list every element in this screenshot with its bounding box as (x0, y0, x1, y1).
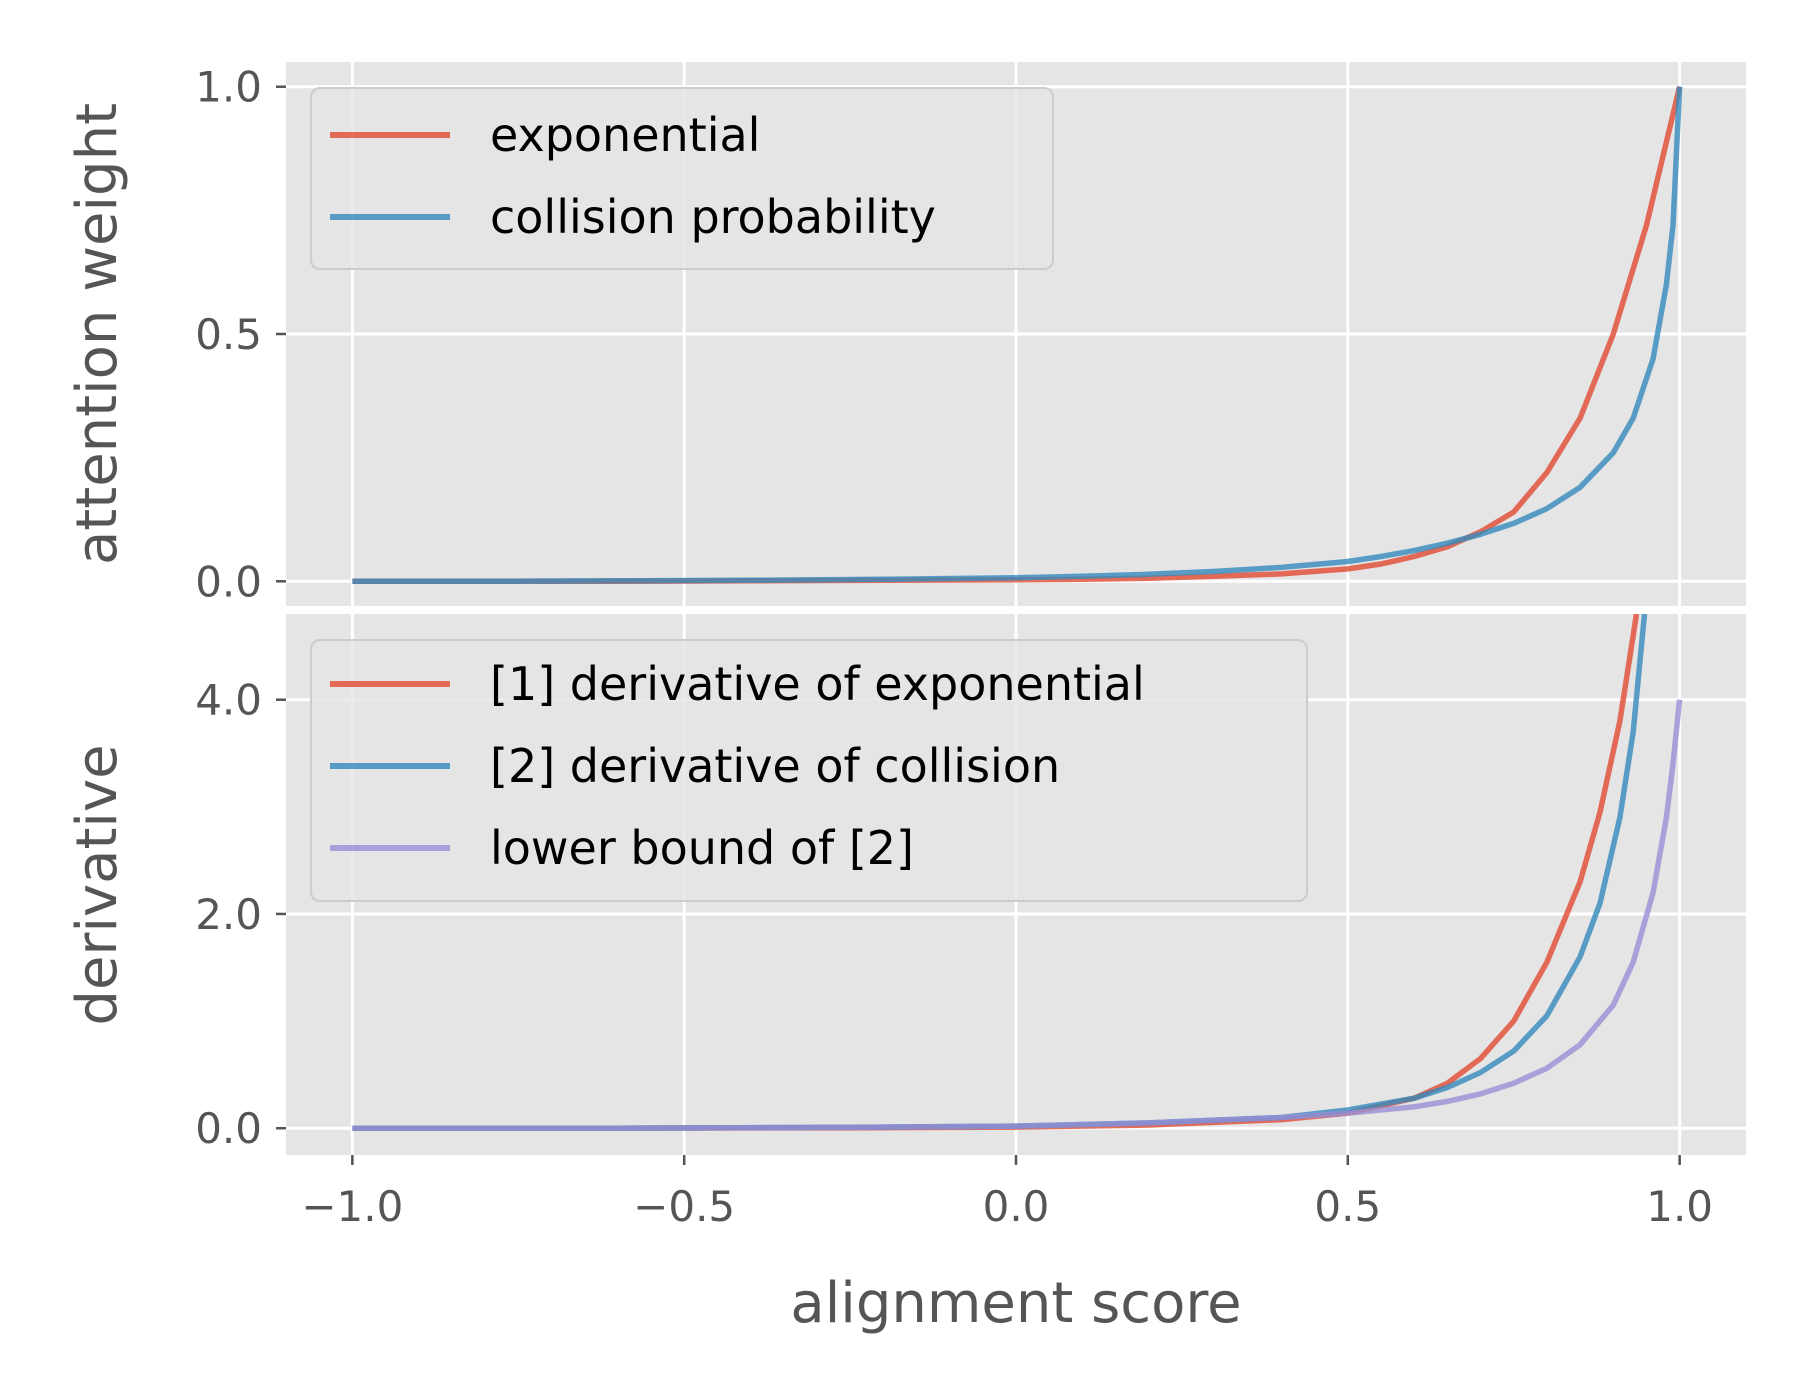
top-legend-items: exponential collision probability (330, 108, 936, 244)
bottom-tick-marks (276, 698, 1681, 1165)
bottom-x-tick-labels: −1.0 −0.5 0.0 0.5 1.0 (301, 1182, 1713, 1231)
top-legend-box (310, 87, 1054, 270)
bottom-legend: [1] derivative of exponential [2] derivat… (310, 639, 1308, 902)
bottom-y-axis-label: derivative (65, 744, 130, 1025)
bottom-y-tick-labels: 0.0 2.0 4.0 (195, 676, 262, 1154)
top-y-axis-label: attention weight (65, 103, 130, 565)
bot-x-tick-label: −1.0 (301, 1182, 403, 1231)
bot-x-tick-label: 0.0 (983, 1182, 1050, 1231)
bot-legend-label: [1] derivative of exponential (490, 657, 1145, 711)
top-legend-label: collision probability (490, 190, 936, 244)
bottom-legend-items: [1] derivative of exponential [2] derivat… (330, 657, 1145, 875)
x-axis-label: alignment score (790, 1271, 1241, 1336)
top-legend-label: exponential (490, 108, 760, 162)
bot-legend-label: [2] derivative of collision (490, 739, 1060, 793)
bot-x-tick-label: 0.5 (1314, 1182, 1381, 1231)
top-y-tick-label: 1.0 (195, 63, 262, 112)
bot-y-tick-label: 0.0 (195, 1104, 262, 1153)
bot-y-tick-label: 4.0 (195, 676, 262, 725)
bottom-legend-box (310, 639, 1308, 902)
top-tick-marks (276, 85, 286, 583)
bot-x-tick-label: 1.0 (1646, 1182, 1713, 1231)
top-series-line-1 (352, 86, 1683, 585)
bottom-panel: 0.0 2.0 4.0 −1.0 −0.5 0.0 0.5 1.0 derivative a… (65, 614, 1746, 1336)
top-y-tick-label: 0.0 (195, 557, 262, 606)
top-y-tick-label: 0.5 (195, 310, 262, 359)
top-panel: 0.0 0.5 1.0 attention weight exponential co… (65, 62, 1746, 606)
top-series-group (352, 86, 1683, 585)
bot-legend-label: lower bound of [2] (490, 821, 914, 875)
top-legend: exponential collision probability (310, 87, 1054, 270)
bottom-series-group (352, 614, 1683, 1131)
bot-y-tick-label: 2.0 (195, 890, 262, 939)
bot-x-tick-label: −0.5 (633, 1182, 735, 1231)
bot-series-line-2 (352, 699, 1683, 1131)
top-y-tick-labels: 0.0 0.5 1.0 (195, 63, 262, 607)
